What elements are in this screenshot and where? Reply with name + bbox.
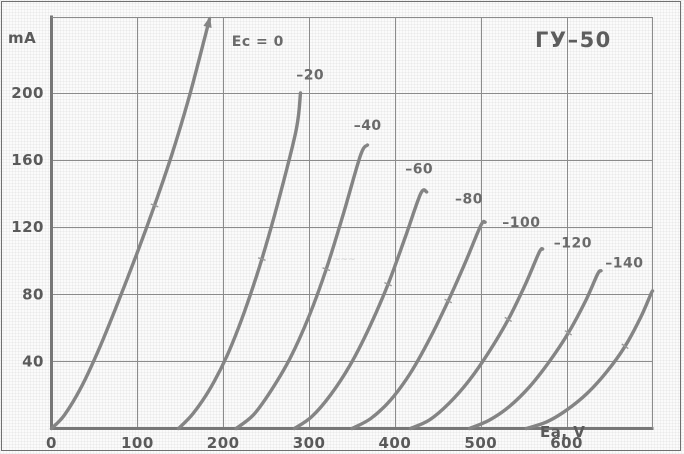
curve-tick-mark [257, 257, 266, 261]
x-axis-tick-label: 200 [207, 434, 240, 452]
curve-line [292, 188, 429, 431]
axis-lines [50, 15, 654, 430]
x-axis-tick-label: 300 [293, 434, 326, 452]
curve-tick-mark [150, 203, 159, 208]
curve-tick-mark [322, 267, 331, 272]
curve-tick-mark [621, 343, 629, 350]
curve-line [234, 143, 370, 431]
x-axis-tick-label: 500 [464, 434, 497, 452]
curve-annotation-label: –40 [354, 118, 382, 134]
y-axis-unit-label: mA [8, 29, 36, 47]
curve-annotation-label: Ec = 0 [232, 34, 284, 50]
x-axis-tick-label: 400 [378, 434, 411, 452]
horizontal-gridlines [51, 93, 653, 362]
x-axis-tick-label: 100 [121, 434, 154, 452]
curve-annotation-label: –100 [502, 215, 540, 231]
y-axis-tick-label: 160 [11, 151, 44, 169]
curve-line [176, 91, 303, 431]
chart-title: ГУ–50 [535, 28, 612, 52]
y-axis-tick-label: 200 [11, 84, 44, 102]
y-axis-tick-label: 40 [22, 352, 44, 370]
x-axis-tick-label: 0 [46, 434, 57, 452]
curve-labels-group: Ec = 0 –20 –40 –60 –80 –100 –120 –140 [232, 34, 643, 272]
curve-line [350, 219, 487, 431]
curve-line [524, 289, 655, 431]
curve-tick-mark [564, 330, 573, 336]
curve-line [467, 269, 603, 431]
curve-series-group [49, 16, 655, 431]
y-axis-tick-labels: 40 80 120 160 200 [11, 84, 44, 370]
curve-annotation-label: –20 [296, 68, 324, 84]
x-axis-unit-label: Ea, V [540, 423, 585, 441]
curve-line [49, 17, 212, 431]
curve-tick-mark [444, 298, 453, 304]
curve-annotation-label: –140 [605, 256, 643, 272]
curve-annotation-label: –60 [405, 162, 433, 178]
curve-annotation-label: –120 [554, 235, 592, 251]
y-axis-tick-label: 120 [11, 218, 44, 236]
x-axis-tick-label: 600 [550, 434, 583, 452]
curve-tick-mark [384, 281, 392, 287]
y-axis-tick-label: 80 [22, 285, 44, 303]
x-axis-tick-labels: 0 100 200 300 400 500 600 [46, 434, 583, 452]
curve-annotation-label: –80 [455, 192, 483, 208]
curve-line [408, 246, 545, 431]
curve-tick-mark [504, 316, 513, 323]
scan-smudge: ~~~ [333, 255, 356, 265]
curve-arrowhead-icon [203, 16, 212, 28]
